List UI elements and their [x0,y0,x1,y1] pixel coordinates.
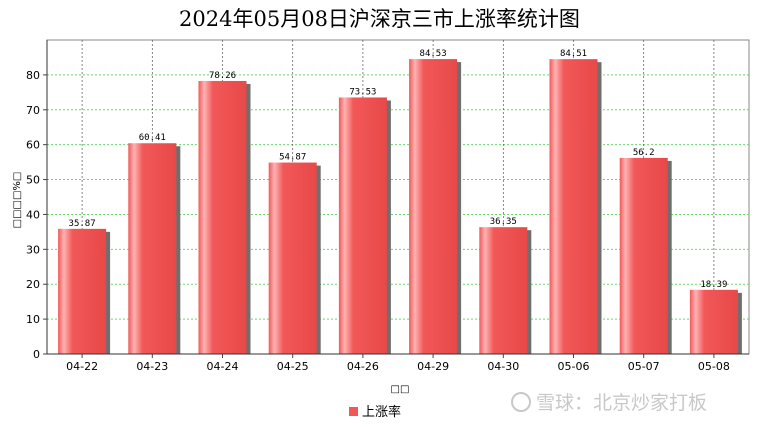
data-label: 54.87 [279,153,306,163]
data-label: 18.39 [700,280,727,290]
x-tick-label: 04-26 [347,360,379,373]
data-label: 36.35 [490,217,517,227]
y-tick-label: 0 [33,348,40,361]
legend-swatch [349,407,358,416]
y-tick-label: 10 [26,313,40,326]
y-tick-label: 50 [26,174,40,187]
data-label: 73.53 [349,87,376,97]
x-axis-label: □□ [391,384,410,395]
y-axis-label: □□□□%□ [12,172,23,229]
watermark: 雪球：北京炒家打板 [511,392,707,414]
bar [409,59,458,354]
chart-title: 2024年05月08日沪深京三市上涨率统计图 [179,7,580,31]
watermark-text: 雪球：北京炒家打板 [536,392,707,414]
x-tick-label: 05-08 [698,360,730,373]
legend: 上涨率 [349,404,401,420]
x-tick-label: 04-23 [136,360,168,373]
bar [58,228,107,354]
bar [198,80,247,354]
y-tick-label: 20 [26,278,40,291]
data-label: 56.2 [633,148,655,158]
y-tick-label: 40 [26,208,40,221]
y-tick-label: 30 [26,243,40,256]
bar [479,227,528,354]
data-label: 78.26 [209,71,236,81]
bar [338,97,387,354]
x-tick-label: 04-30 [487,360,519,373]
data-label: 35.87 [69,219,96,229]
x-tick-label: 05-07 [628,360,660,373]
snowball-logo-icon [511,392,531,412]
bar [128,143,177,354]
data-label: 84.51 [560,49,587,59]
x-tick-label: 05-06 [558,360,590,373]
bar [619,157,668,354]
y-tick-label: 80 [26,69,40,82]
x-tick-label: 04-25 [277,360,309,373]
plot-area: 0 10 20 30 40 50 60 70 80 35.87 04-22 60.41 04-23 78.… [26,39,750,373]
legend-label: 上涨率 [362,404,401,420]
data-label: 84.53 [420,49,447,59]
x-tick-label: 04-29 [417,360,449,373]
bar [268,162,317,354]
y-tick-label: 70 [26,104,40,117]
x-tick-label: 04-22 [66,360,98,373]
bar [689,289,738,354]
y-tick-label: 60 [26,139,40,152]
data-label: 60.41 [139,133,166,143]
bar [549,59,598,355]
x-tick-label: 04-24 [207,360,239,373]
